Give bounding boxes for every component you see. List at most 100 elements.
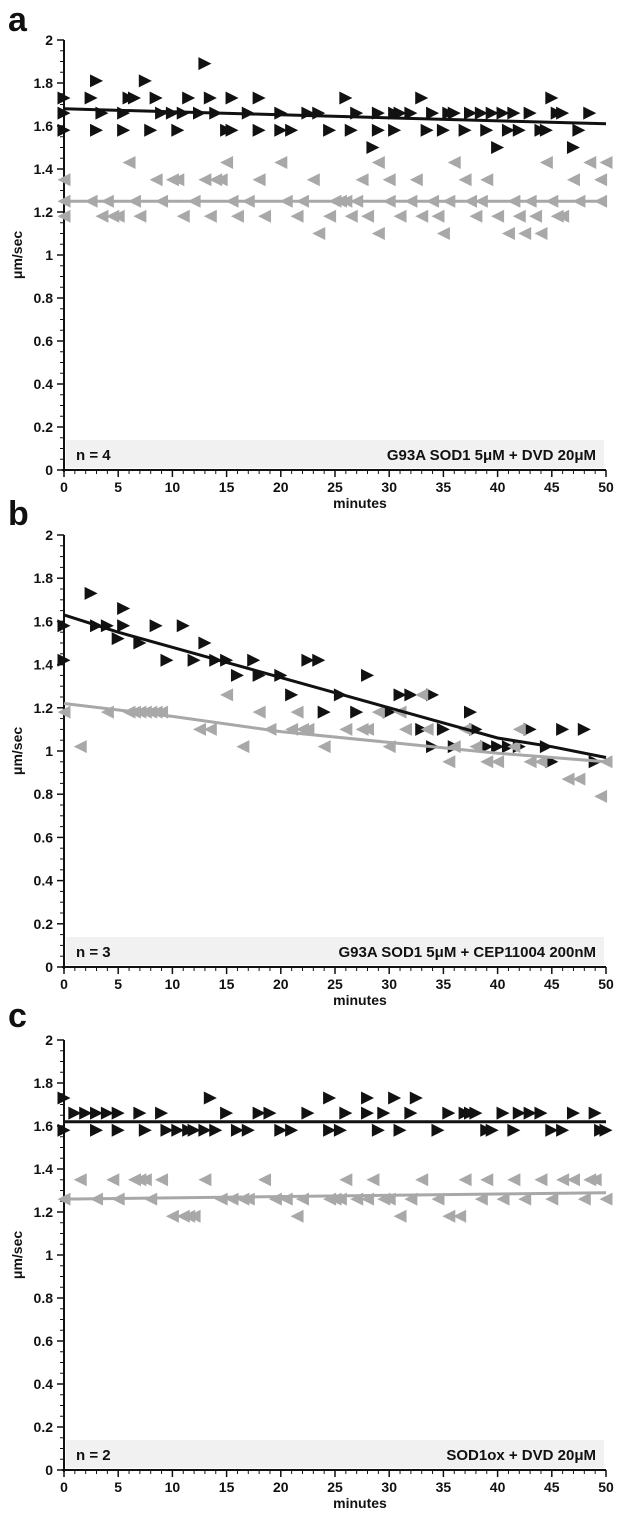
data-point-left-triangle [572,772,586,786]
label-band [66,1440,604,1468]
data-point-left-triangle [290,1209,304,1223]
data-point-left-triangle [339,1173,353,1187]
y-tick-label: 1.6 [34,118,54,134]
x-tick-label: 25 [327,479,343,495]
data-point-left-triangle [436,227,450,240]
x-tick-label: 20 [273,1479,289,1495]
data-point-left-triangle [252,705,266,719]
data-point-right-triangle [198,57,212,71]
data-point-left-triangle [258,1173,272,1187]
data-point-right-triangle [90,1106,104,1120]
data-point-right-triangle [577,722,591,736]
data-point-right-triangle [220,1106,234,1120]
data-point-left-triangle [382,173,396,187]
panel-letter-b: b [8,495,29,533]
data-point-left-triangle [599,1192,613,1206]
data-point-right-triangle [84,586,98,600]
data-point-right-triangle [485,106,499,120]
data-point-left-triangle [529,209,543,223]
y-tick-label: 1.6 [34,613,54,629]
data-point-left-triangle [187,1209,201,1223]
data-point-left-triangle [290,705,304,719]
data-point-right-triangle [144,123,158,137]
x-tick-label: 30 [381,479,397,495]
data-point-right-triangle [512,1106,526,1120]
data-point-right-triangle [534,1106,548,1120]
data-point-right-triangle [133,636,147,650]
data-point-right-triangle [209,1123,223,1137]
data-point-right-triangle [225,123,239,137]
data-point-right-triangle [117,123,131,137]
x-tick-label: 5 [114,1479,122,1495]
trend-line [63,702,607,764]
x-tick-label: 30 [381,1479,397,1495]
data-point-left-triangle [480,1173,494,1187]
data-point-right-triangle [442,1106,456,1120]
data-point-right-triangle [90,123,104,137]
data-point-left-triangle [453,1209,467,1223]
y-tick-label: 2 [45,32,53,48]
data-point-right-triangle [252,1106,266,1120]
x-tick-label: 50 [598,1479,614,1495]
data-point-left-triangle [393,1209,407,1223]
data-point-right-triangle [111,632,125,646]
y-tick-label: 1.8 [34,75,54,91]
data-point-right-triangle [220,653,234,667]
data-point-left-triangle [236,740,250,754]
data-point-right-triangle [138,74,152,88]
data-point-right-triangle [480,740,494,754]
data-point-left-triangle [398,722,412,736]
data-point-left-triangle [480,173,494,187]
data-point-right-triangle [420,123,434,137]
data-point-right-triangle [523,106,537,120]
data-point-left-triangle [371,227,385,240]
data-point-right-triangle [545,91,559,105]
data-point-right-triangle [507,106,521,120]
data-point-right-triangle [464,705,477,719]
data-point-left-triangle [312,227,326,240]
data-point-left-triangle [176,209,190,223]
data-point-right-triangle [545,1123,559,1137]
y-tick-label: 0.2 [34,419,54,435]
data-point-right-triangle [469,722,483,736]
data-point-left-triangle [198,173,212,187]
data-point-right-triangle [572,123,586,137]
data-point-left-triangle [95,209,109,223]
data-point-right-triangle [285,1123,299,1137]
data-point-right-triangle [371,123,385,137]
data-point-left-triangle [518,227,532,240]
data-point-left-triangle [290,209,304,223]
data-point-right-triangle [366,141,380,154]
data-point-right-triangle [84,91,98,105]
x-tick-label: 40 [490,976,506,992]
y-tick-label: 0.4 [34,873,54,889]
data-point-right-triangle [317,705,331,719]
series-dark [57,1091,613,1137]
x-tick-label: 10 [165,479,181,495]
data-point-left-triangle [323,209,337,223]
data-point-right-triangle [90,74,104,88]
y-tick-label: 0.2 [34,916,54,932]
data-point-right-triangle [523,1106,537,1120]
y-tick-label: 0.6 [34,829,54,845]
data-point-left-triangle [361,722,375,736]
data-point-right-triangle [57,123,71,137]
x-tick-label: 25 [327,1479,343,1495]
data-point-right-triangle [127,91,141,105]
data-point-left-triangle [203,209,217,223]
data-point-right-triangle [556,106,570,120]
y-tick-label: 1.8 [34,1075,54,1091]
data-point-left-triangle [409,173,423,187]
data-point-left-triangle [106,1173,120,1187]
data-point-right-triangle [393,106,407,120]
x-tick-label: 35 [436,976,452,992]
y-tick-label: 0.2 [34,1419,54,1435]
y-tick-label: 1.2 [34,204,54,220]
data-point-right-triangle [404,1106,418,1120]
data-point-right-triangle [464,106,477,120]
data-point-right-triangle [155,106,169,120]
data-point-left-triangle [561,772,575,786]
data-point-left-triangle [491,755,505,769]
data-point-left-triangle [165,1209,179,1223]
data-point-right-triangle [377,1106,391,1120]
